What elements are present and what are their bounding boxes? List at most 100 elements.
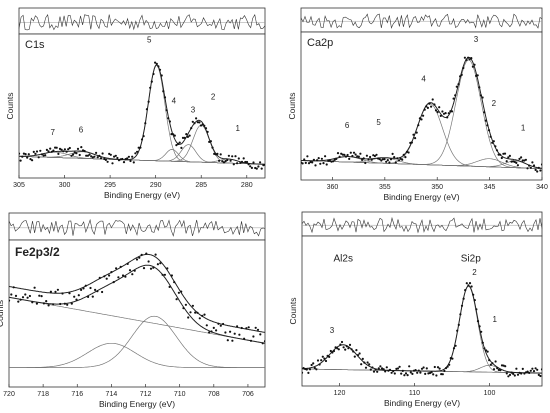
data-point [438, 106, 441, 109]
data-point [373, 154, 376, 158]
data-point [178, 141, 181, 144]
data-point [96, 156, 99, 159]
data-point [236, 162, 239, 165]
data-point [433, 365, 436, 369]
data-point [210, 330, 213, 333]
data-point [29, 158, 32, 161]
x-tick-label: 706 [242, 391, 254, 398]
data-point [448, 363, 451, 366]
data-point [452, 97, 455, 100]
data-point [362, 157, 365, 160]
data-point [145, 252, 148, 255]
data-point [224, 331, 227, 334]
data-point [390, 371, 393, 374]
data-point [40, 153, 44, 156]
x-tick-label: 718 [37, 391, 49, 398]
data-point [393, 372, 396, 375]
data-point [360, 363, 363, 366]
data-point [495, 149, 499, 152]
x-tick-label: 120 [334, 390, 346, 397]
data-point [47, 304, 50, 307]
data-point [449, 110, 452, 113]
x-tick-label: 710 [174, 391, 186, 398]
data-point [487, 129, 491, 132]
data-point [336, 347, 339, 350]
x-tick-label: 285 [195, 182, 207, 189]
data-point [257, 165, 260, 168]
data-point [318, 363, 321, 366]
data-point [368, 363, 371, 366]
data-point [260, 167, 263, 170]
data-point [321, 355, 324, 358]
data-point [229, 159, 232, 162]
data-point [372, 370, 376, 373]
data-point [86, 154, 89, 157]
data-point [302, 371, 304, 374]
data-point [311, 161, 314, 164]
data-point [483, 347, 486, 350]
data-point [240, 326, 243, 330]
data-point [312, 362, 315, 365]
data-point [185, 133, 188, 136]
data-point [357, 155, 360, 158]
data-point [203, 124, 206, 127]
data-point [326, 354, 329, 357]
data-point [234, 155, 237, 158]
x-tick-label: 350 [431, 184, 443, 191]
data-point [111, 162, 114, 165]
data-point [65, 150, 68, 153]
data-point [438, 367, 441, 370]
data-point [338, 155, 341, 158]
data-point [219, 324, 222, 327]
y-axis-label: Counts [5, 93, 15, 120]
data-point [226, 158, 229, 162]
data-point [76, 147, 80, 150]
data-point [47, 150, 50, 153]
data-point [521, 159, 524, 162]
data-point [199, 124, 203, 127]
data-point [363, 361, 366, 364]
data-point [181, 136, 185, 139]
data-point [310, 363, 313, 367]
data-point [30, 159, 34, 162]
data-point [454, 344, 457, 347]
data-point [513, 160, 516, 163]
x-tick-label: 280 [241, 182, 253, 189]
x-tick-label: 300 [59, 182, 71, 189]
data-point [386, 159, 389, 162]
data-point [175, 144, 178, 147]
data-point [432, 373, 435, 376]
data-point [465, 58, 468, 62]
data-point [375, 153, 378, 156]
x-tick-label: 714 [106, 391, 118, 398]
data-point [358, 352, 361, 355]
data-point [177, 291, 180, 294]
data-point [229, 330, 232, 333]
data-point [329, 349, 332, 353]
x-tick-label: 110 [409, 390, 420, 397]
data-point [354, 153, 357, 156]
data-point [83, 149, 86, 153]
data-point [180, 146, 183, 149]
data-point [496, 367, 499, 370]
data-point [252, 161, 255, 164]
data-point [139, 146, 142, 149]
data-point [212, 326, 215, 329]
data-point [333, 158, 336, 161]
data-point [56, 288, 60, 291]
data-point [380, 159, 383, 162]
data-point [457, 83, 460, 86]
data-point [238, 333, 241, 336]
data-point [301, 162, 304, 165]
data-point [515, 367, 518, 370]
data-point [478, 325, 481, 328]
data-point [132, 161, 135, 164]
component-curve-1 [9, 315, 265, 368]
data-point [44, 154, 47, 157]
data-point [339, 343, 342, 346]
data-point [195, 117, 198, 120]
data-point [352, 350, 355, 353]
data-point [105, 277, 108, 280]
data-point [256, 328, 260, 331]
